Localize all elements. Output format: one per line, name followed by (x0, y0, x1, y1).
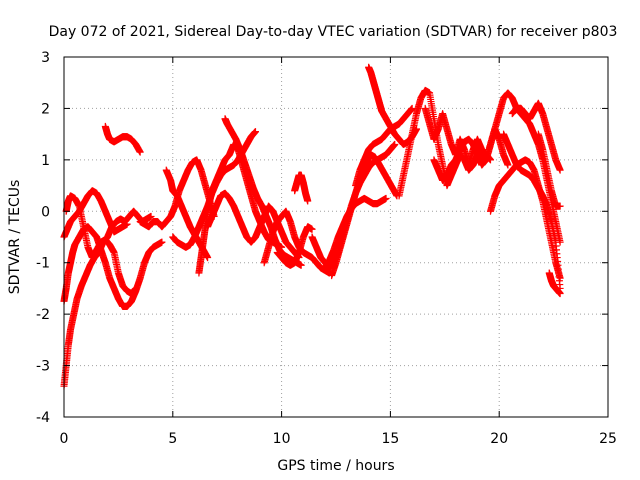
series-track-1 (60, 207, 155, 390)
data-point (204, 254, 212, 262)
series-track-7 (162, 166, 212, 262)
series-track-4 (62, 192, 140, 298)
data-point (158, 238, 166, 246)
data-point (147, 212, 155, 220)
series-track-17 (328, 151, 401, 280)
chart-title: Day 072 of 2021, Sidereal Day-to-day VTE… (49, 24, 618, 40)
series-track-14 (291, 171, 312, 205)
data-markers (60, 63, 564, 390)
data-point (123, 220, 131, 228)
data-point (136, 148, 144, 156)
series-track-16 (321, 194, 390, 272)
data-point (251, 128, 259, 136)
series-track-5 (101, 122, 144, 156)
series-track-3 (60, 187, 131, 241)
data-point (132, 284, 140, 292)
